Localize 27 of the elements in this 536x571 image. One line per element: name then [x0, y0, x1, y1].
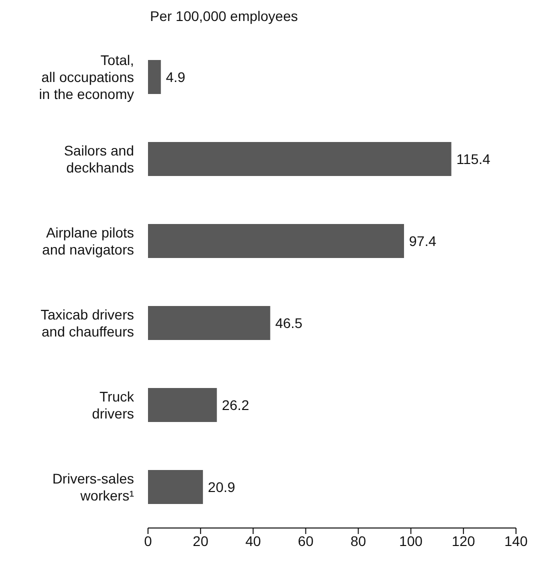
data-label: 4.9 [166, 68, 186, 85]
chart-title: Per 100,000 employees [150, 8, 299, 26]
y-tick-label: Taxicab drivers and chauffeurs [40, 306, 134, 340]
data-label: 46.5 [275, 314, 303, 331]
x-tick-label: 20 [192, 532, 209, 549]
x-tick-label: 40 [245, 532, 262, 549]
x-tick-label: 120 [452, 532, 476, 549]
y-tick-label: Sailors and deckhands [64, 142, 134, 176]
bar [148, 388, 217, 422]
y-tick-label: Truck drivers [92, 388, 135, 422]
y-tick-label: Total, all occupations in the economy [39, 52, 134, 102]
bar [148, 142, 452, 176]
bar [148, 470, 203, 504]
data-label: 20.9 [208, 478, 236, 495]
bar [148, 60, 161, 94]
y-tick-label: Drivers-sales workers¹ [52, 470, 134, 504]
data-label: 115.4 [456, 150, 491, 167]
bar [148, 224, 404, 258]
x-tick-label: 80 [350, 532, 366, 549]
x-tick-label: 100 [399, 532, 423, 549]
bar [148, 306, 270, 340]
x-tick-label: 140 [504, 532, 528, 549]
data-label: 97.4 [409, 232, 436, 249]
data-label: 26.2 [222, 396, 250, 413]
y-tick-label: Airplane pilots and navigators [42, 224, 134, 258]
x-tick-label: 60 [298, 532, 314, 549]
x-tick-label: 0 [144, 532, 152, 549]
